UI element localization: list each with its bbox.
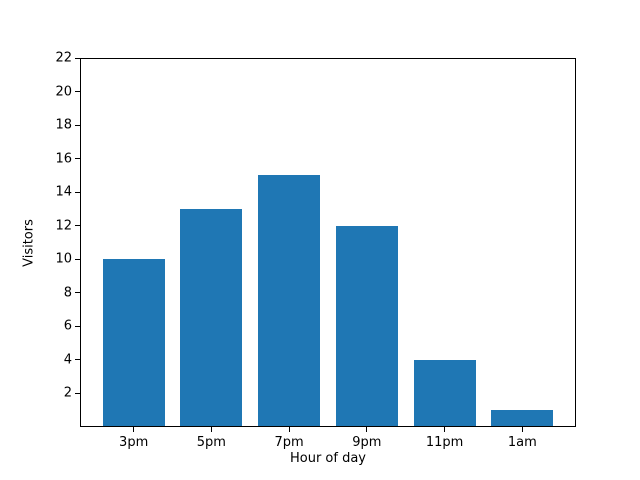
y-tick-mark: [75, 158, 80, 160]
x-tick-mark: [133, 427, 135, 432]
x-axis-label: Hour of day: [289, 451, 367, 466]
bar-11pm: [413, 359, 476, 427]
x-tick-mark: [521, 427, 523, 432]
x-tick-label: 11pm: [425, 435, 464, 450]
x-tick-label: 7pm: [274, 435, 304, 450]
y-tick-mark: [75, 359, 80, 361]
y-tick-label: 14: [55, 184, 72, 200]
y-tick-label: 12: [55, 218, 72, 234]
y-tick-mark: [75, 225, 80, 227]
y-tick-mark: [75, 292, 80, 294]
bar-3pm: [102, 259, 165, 427]
bar-5pm: [180, 208, 243, 427]
x-tick-label: 1am: [507, 435, 537, 450]
y-tick-mark: [75, 191, 80, 193]
x-tick-mark: [444, 427, 446, 432]
x-tick-label: 9pm: [352, 435, 382, 450]
y-tick-label: 2: [63, 385, 72, 401]
bar-7pm: [258, 175, 321, 427]
y-tick-mark: [75, 91, 80, 93]
y-tick-mark: [75, 124, 80, 126]
plot-area: [80, 58, 576, 427]
y-tick-label: 18: [55, 117, 72, 133]
y-tick-mark: [75, 325, 80, 327]
x-tick-mark: [210, 427, 212, 432]
x-tick-label: 3pm: [119, 435, 149, 450]
y-tick-label: 6: [63, 318, 72, 334]
x-tick-label: 5pm: [196, 435, 226, 450]
y-tick-mark: [75, 392, 80, 394]
y-tick-label: 16: [55, 151, 72, 167]
bar-9pm: [335, 225, 398, 427]
y-tick-label: 20: [55, 84, 72, 100]
bar-1am: [491, 410, 554, 427]
y-tick-label: 4: [63, 352, 72, 368]
y-tick-mark: [75, 258, 80, 260]
x-tick-mark: [366, 427, 368, 432]
y-tick-mark: [75, 57, 80, 59]
y-tick-label: 8: [63, 285, 72, 301]
y-tick-label: 22: [55, 50, 72, 66]
y-tick-label: 10: [55, 251, 72, 267]
x-tick-mark: [288, 427, 290, 432]
